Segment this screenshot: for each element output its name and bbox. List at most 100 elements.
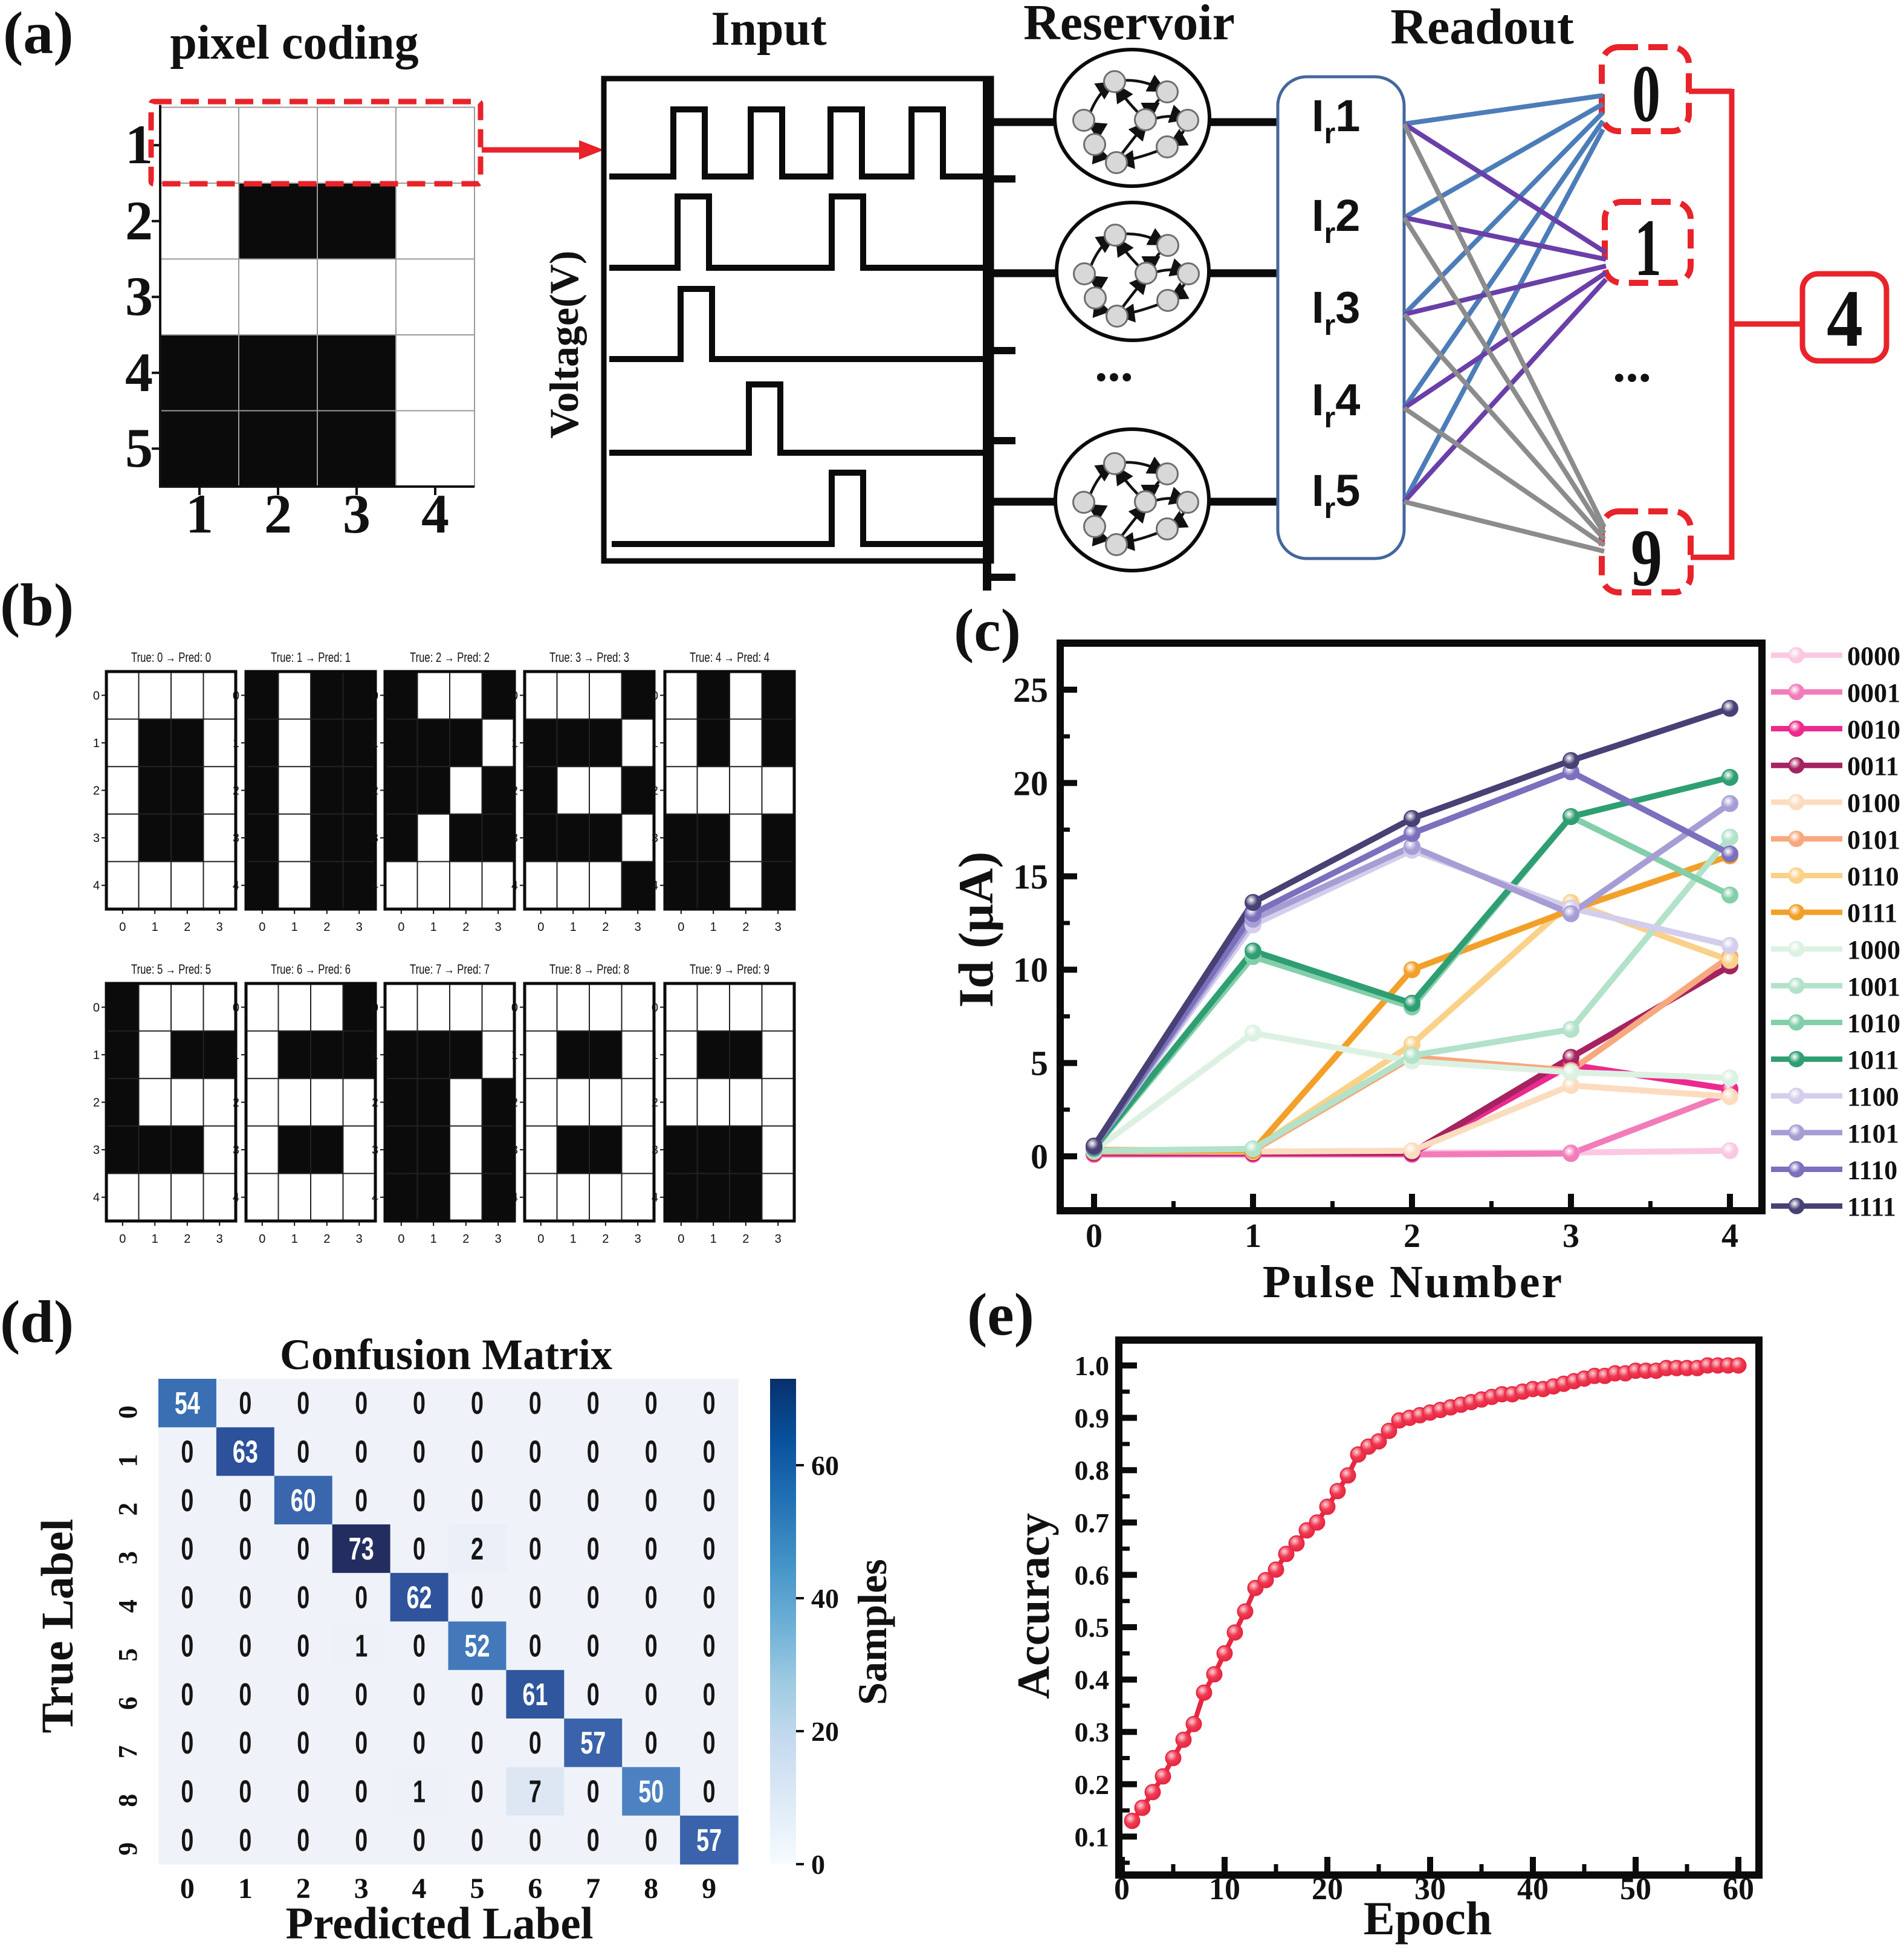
svg-text:73: 73 <box>349 1532 374 1567</box>
svg-text:4: 4 <box>421 483 449 545</box>
svg-text:pixel coding: pixel coding <box>170 16 418 70</box>
svg-text:3: 3 <box>113 1551 143 1564</box>
svg-text:0100: 0100 <box>1847 788 1900 818</box>
svg-text:True: 6 → Pred: 6: True: 6 → Pred: 6 <box>271 962 351 977</box>
svg-text:0: 0 <box>239 1726 251 1761</box>
svg-text:0: 0 <box>645 1386 658 1421</box>
svg-text:3: 3 <box>635 1232 641 1246</box>
svg-text:0101: 0101 <box>1847 825 1900 855</box>
svg-text:Ir3: Ir3 <box>1312 282 1360 342</box>
svg-text:0: 0 <box>259 1232 265 1246</box>
svg-text:1000: 1000 <box>1847 935 1900 965</box>
svg-text:0: 0 <box>119 1232 126 1246</box>
svg-text:(e): (e) <box>967 1281 1034 1348</box>
svg-text:3: 3 <box>356 1232 363 1246</box>
svg-text:1: 1 <box>152 921 158 934</box>
svg-text:4: 4 <box>125 342 153 403</box>
svg-text:4: 4 <box>93 1191 100 1205</box>
svg-text:2: 2 <box>93 1096 100 1110</box>
svg-text:3: 3 <box>775 921 782 934</box>
svg-text:0: 0 <box>529 1580 542 1615</box>
svg-text:...: ... <box>1613 336 1651 393</box>
svg-text:3: 3 <box>93 832 100 845</box>
svg-text:0: 0 <box>645 1629 658 1664</box>
svg-text:0: 0 <box>587 1386 600 1421</box>
svg-text:2: 2 <box>184 921 190 934</box>
svg-text:0: 0 <box>413 1386 426 1421</box>
svg-text:2: 2 <box>125 190 153 251</box>
svg-text:9: 9 <box>1631 513 1662 603</box>
svg-text:60: 60 <box>291 1483 316 1518</box>
svg-text:1: 1 <box>1245 1217 1261 1255</box>
svg-text:0: 0 <box>181 1629 193 1664</box>
svg-text:0: 0 <box>587 1775 600 1810</box>
svg-text:0: 0 <box>233 689 239 702</box>
svg-text:3: 3 <box>372 1144 378 1157</box>
svg-text:0111: 0111 <box>1847 898 1897 928</box>
svg-text:0: 0 <box>297 1580 309 1615</box>
svg-text:4: 4 <box>1827 274 1863 364</box>
svg-text:2: 2 <box>462 921 469 934</box>
svg-text:10: 10 <box>1209 1872 1240 1906</box>
svg-text:0: 0 <box>471 1726 484 1761</box>
svg-text:0: 0 <box>93 1001 100 1014</box>
svg-text:0: 0 <box>529 1726 542 1761</box>
svg-text:0: 0 <box>233 1001 239 1014</box>
svg-text:1: 1 <box>233 737 239 750</box>
svg-text:0: 0 <box>652 1001 658 1014</box>
svg-text:3: 3 <box>216 921 223 934</box>
svg-text:3: 3 <box>511 1144 518 1157</box>
svg-text:0: 0 <box>180 1873 195 1905</box>
svg-text:0: 0 <box>297 1726 309 1761</box>
svg-text:52: 52 <box>465 1629 490 1664</box>
svg-text:4: 4 <box>233 1191 239 1205</box>
svg-text:0: 0 <box>398 921 404 934</box>
svg-text:0110: 0110 <box>1847 862 1899 892</box>
svg-text:0: 0 <box>355 1677 368 1712</box>
svg-text:Accuracy: Accuracy <box>1008 1513 1059 1699</box>
svg-text:(c): (c) <box>954 597 1021 664</box>
svg-text:1: 1 <box>430 921 437 934</box>
svg-text:4: 4 <box>511 879 518 893</box>
svg-text:Readout: Readout <box>1390 0 1573 55</box>
svg-text:0: 0 <box>529 1629 542 1664</box>
svg-text:2: 2 <box>184 1232 190 1246</box>
svg-text:0: 0 <box>181 1726 193 1761</box>
svg-text:10: 10 <box>1013 950 1048 989</box>
svg-text:0: 0 <box>372 689 378 702</box>
svg-text:0.9: 0.9 <box>1075 1403 1110 1434</box>
svg-text:True: 9 → Pred: 9: True: 9 → Pred: 9 <box>690 962 769 977</box>
svg-text:0: 0 <box>471 1580 484 1615</box>
svg-text:3: 3 <box>343 483 371 545</box>
svg-text:0: 0 <box>587 1677 600 1712</box>
svg-text:0: 0 <box>239 1483 251 1518</box>
svg-text:(b): (b) <box>0 571 74 638</box>
svg-text:0: 0 <box>239 1532 251 1567</box>
svg-text:Ir2: Ir2 <box>1312 190 1360 250</box>
svg-text:0: 0 <box>413 1532 426 1567</box>
svg-text:57: 57 <box>580 1726 606 1761</box>
svg-text:0: 0 <box>181 1823 193 1858</box>
svg-text:3: 3 <box>511 832 518 845</box>
svg-text:0: 0 <box>113 1405 143 1419</box>
svg-text:2: 2 <box>602 921 609 934</box>
svg-text:0: 0 <box>239 1775 251 1810</box>
svg-text:0: 0 <box>511 689 518 702</box>
svg-text:1: 1 <box>570 1232 577 1246</box>
svg-text:0: 0 <box>355 1483 368 1518</box>
svg-text:0: 0 <box>587 1532 600 1567</box>
svg-text:3: 3 <box>125 265 153 327</box>
svg-text:0: 0 <box>297 1677 309 1712</box>
svg-text:0: 0 <box>645 1823 658 1858</box>
svg-text:61: 61 <box>522 1677 548 1712</box>
svg-text:True: 0 → Pred: 0: True: 0 → Pred: 0 <box>131 650 211 665</box>
svg-text:0: 0 <box>239 1823 251 1858</box>
svg-text:0: 0 <box>529 1823 542 1858</box>
svg-text:7: 7 <box>586 1873 600 1905</box>
svg-text:0: 0 <box>1632 49 1660 139</box>
svg-text:Input: Input <box>711 2 827 56</box>
svg-text:0: 0 <box>587 1580 600 1615</box>
svg-text:1100: 1100 <box>1847 1082 1899 1112</box>
svg-text:40: 40 <box>1517 1872 1549 1906</box>
svg-text:40: 40 <box>811 1583 839 1614</box>
